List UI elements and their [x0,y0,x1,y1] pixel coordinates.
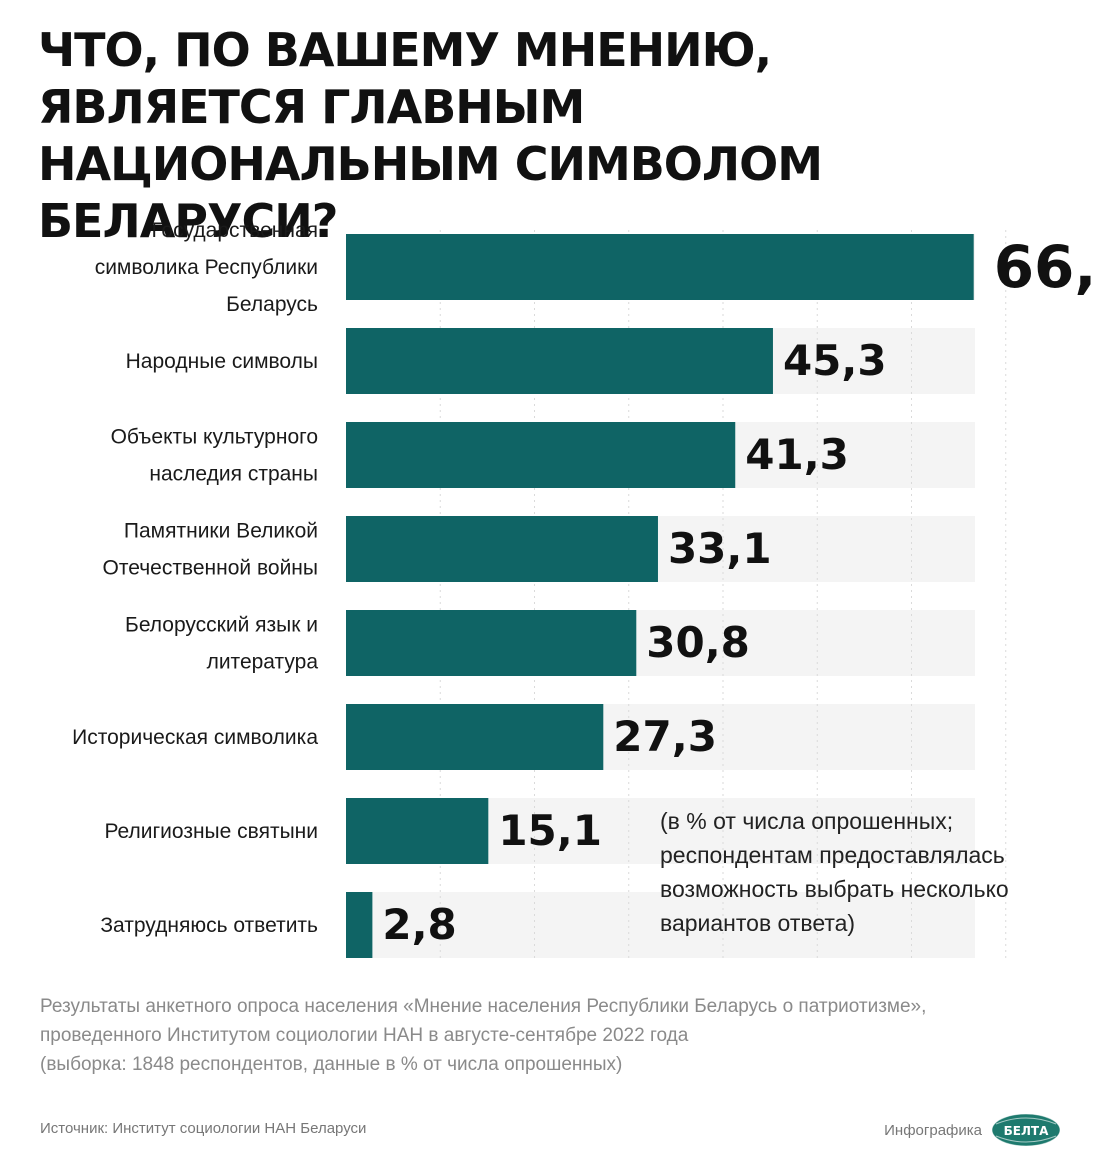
category-label: Государственная символика Республики Белар… [95,219,318,316]
description-line: проведенного Институтом социологии НАН в… [40,1025,689,1046]
value-label: 27,3 [613,712,717,761]
bar [346,234,974,300]
credit: Инфографика БЕЛТА [884,1112,1062,1148]
category-label: Историческая символика [72,726,318,749]
bar [346,798,489,864]
description-line: (выборка: 1848 респондентов, данные в % … [40,1054,623,1075]
survey-description: Результаты анкетного опроса населения «М… [40,992,1070,1079]
value-label: 45,3 [783,336,887,385]
category-labels: Государственная символика Республики Белар… [72,219,318,937]
value-label: 33,1 [668,524,772,573]
category-label: Объекты культурного наследия страны [111,426,318,486]
value-label: 66,6 [994,233,1100,301]
category-label: Памятники Великой Отечественной войны [103,520,319,580]
chart-note: (в % от числа опрошенных; респондентам п… [660,808,1009,936]
category-label: Народные символы [126,350,318,373]
value-label: 15,1 [498,806,602,855]
bar [346,328,773,394]
value-label: 41,3 [745,430,849,479]
category-label: Религиозные святыни [104,820,318,843]
bar [346,892,373,958]
category-label: Затрудняюсь ответить [100,914,318,937]
category-label: Белорусский язык и литература [125,614,318,674]
source-text: Источник: Институт социологии НАН Белару… [40,1120,367,1137]
description-line: Результаты анкетного опроса населения «М… [40,996,927,1017]
credit-label: Инфографика [884,1121,982,1139]
bar-chart: Государственная символика Республики Белар… [72,219,1100,958]
bar-track [346,892,975,958]
bar [346,422,736,488]
chart-title: ЧТО, ПО ВАШЕМУ МНЕНИЮ, ЯВЛЯЕТСЯ ГЛАВНЫМ … [38,23,823,248]
value-labels: 66,6 45,3 41,3 33,1 30,8 27,315,1 2,8 [382,233,1100,949]
bars [346,234,974,958]
bar [346,704,604,770]
value-label: 2,8 [382,900,456,949]
value-label: 30,8 [646,618,750,667]
bar [346,516,658,582]
logo-text: БЕЛТА [1004,1124,1049,1138]
belta-logo: БЕЛТА [991,1113,1061,1147]
bar [346,610,637,676]
